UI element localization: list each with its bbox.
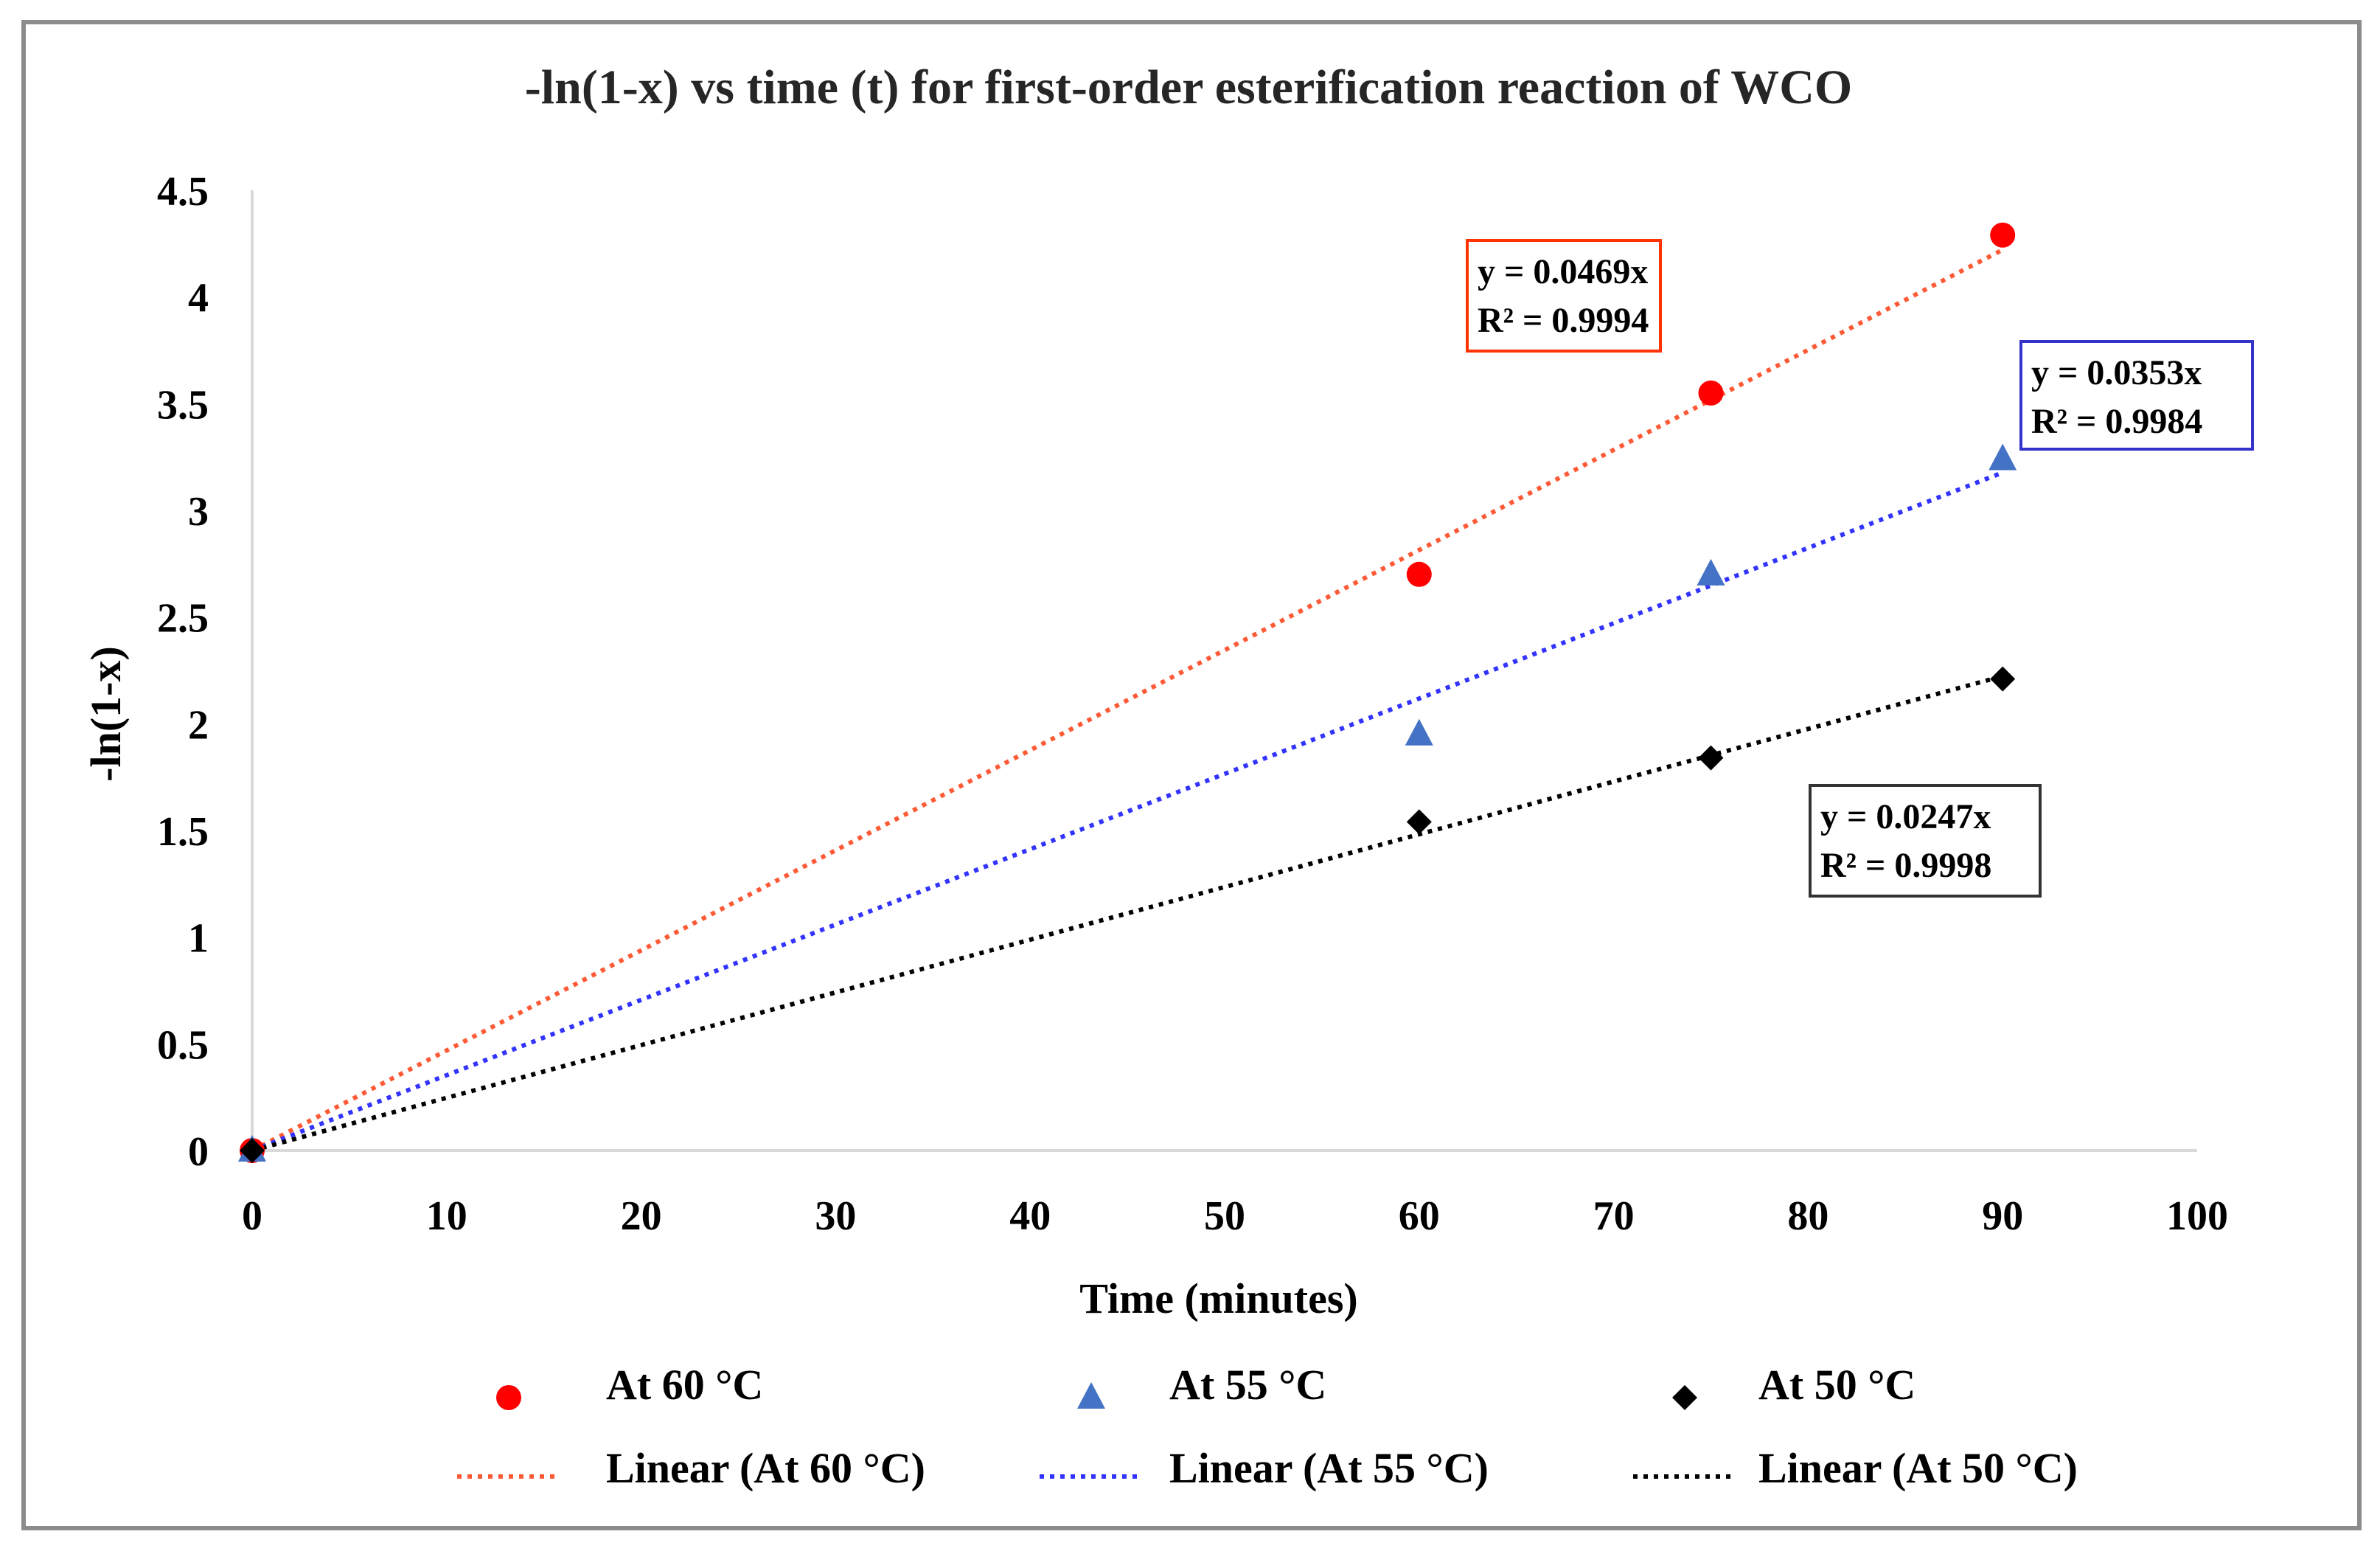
legend-trend-item-2: Linear (At 50 °C) <box>1633 1444 2078 1492</box>
trend-equation: y = 0.0353x <box>2031 353 2202 392</box>
data-point-s1-3 <box>1988 443 2017 471</box>
legend-trend-item-0: Linear (At 60 °C) <box>457 1444 925 1492</box>
y-tick-label: 4.5 <box>157 169 209 215</box>
legend-trend-label: Linear (At 60 °C) <box>606 1444 925 1492</box>
equation-box-1: y = 0.0353x R² = 0.9984 <box>2019 340 2254 451</box>
equation-box-frame <box>1466 239 1662 353</box>
trend-equation: y = 0.0247x <box>1820 797 1991 836</box>
equation-box-2: y = 0.0247x R² = 0.9998 <box>1809 784 2042 898</box>
legend-trend-label: Linear (At 50 °C) <box>1758 1444 2078 1492</box>
data-point-s1-2 <box>1697 558 1725 586</box>
data-point-s2-3 <box>1990 666 2016 692</box>
legend-label: At 55 °C <box>1169 1361 1326 1409</box>
y-tick-label: 3.5 <box>157 382 209 428</box>
equation-box-frame <box>2019 340 2254 451</box>
plot-axes: 0 10 20 30 40 50 60 70 80 90 100 0 0.5 1 1.5 2 2.5 3 3.5 4 4… <box>157 169 2228 1239</box>
y-tick-label: 1.5 <box>157 809 209 855</box>
y-tick-label: 2 <box>188 702 209 748</box>
legend-marker-0 <box>496 1385 521 1410</box>
x-tick-label: 20 <box>621 1193 662 1239</box>
trend-r-squared: R² = 0.9994 <box>1478 301 1649 340</box>
data-point-s2-2 <box>1698 745 1724 771</box>
data-point-s0-2 <box>1698 380 1724 406</box>
trend-r-squared: R² = 0.9998 <box>1820 846 1991 885</box>
data-point-s0-3 <box>1990 222 2016 248</box>
legend-trend-item-1: Linear (At 55 °C) <box>1040 1444 1489 1492</box>
x-tick-label: 60 <box>1399 1193 1440 1239</box>
trendline-0 <box>251 248 2004 1153</box>
trend-equation: y = 0.0469x <box>1478 252 1648 291</box>
x-tick-label: 100 <box>2166 1193 2228 1239</box>
trendline-1 <box>251 470 2004 1153</box>
legend-marker-2 <box>1672 1385 1697 1410</box>
y-tick-label: 2.5 <box>157 596 209 642</box>
equation-boxes: y = 0.0469x R² = 0.9994 y = 0.0353x R² = 0.… <box>1466 239 2254 898</box>
data-point-s0-1 <box>1406 561 1432 587</box>
legend-marker-1 <box>1077 1382 1105 1409</box>
data-point-s2-1 <box>1406 809 1432 835</box>
x-tick-label: 90 <box>1982 1193 2023 1239</box>
x-tick-label: 40 <box>1009 1193 1051 1239</box>
x-tick-label: 80 <box>1787 1193 1829 1239</box>
x-tick-label: 30 <box>815 1193 856 1239</box>
legend-item-1: At 55 °C <box>1077 1361 1326 1409</box>
data-point-s1-1 <box>1405 718 1433 746</box>
chart-frame <box>21 20 2362 1530</box>
legend-trend-label: Linear (At 55 °C) <box>1169 1444 1489 1492</box>
legend-item-2: At 50 °C <box>1672 1361 1916 1410</box>
legend-label: At 60 °C <box>606 1361 763 1409</box>
x-tick-label: 70 <box>1593 1193 1635 1239</box>
y-tick-label: 3 <box>188 489 209 535</box>
y-tick-label: 4 <box>188 276 209 322</box>
y-axis-label: -ln(1-x) <box>82 646 130 782</box>
y-tick-label: 1 <box>188 916 209 962</box>
x-tick-label: 10 <box>426 1193 467 1239</box>
legend: At 60 °C Linear (At 60 °C) At 55 °C Linear … <box>457 1361 2078 1492</box>
data-point-s2-0 <box>240 1138 265 1163</box>
equation-box-0: y = 0.0469x R² = 0.9994 <box>1466 239 1662 353</box>
legend-item-0: At 60 °C <box>496 1361 763 1410</box>
chart-title: -ln(1-x) vs time (t) for first-order est… <box>525 60 1852 114</box>
y-tick-label: 0.5 <box>157 1022 209 1068</box>
trend-r-squared: R² = 0.9984 <box>2031 402 2202 441</box>
y-tick-label: 0 <box>188 1129 209 1175</box>
x-axis-label: Time (minutes) <box>1079 1274 1358 1322</box>
equation-box-frame <box>1809 784 2042 898</box>
data-points <box>238 222 2017 1163</box>
x-tick-label: 50 <box>1204 1193 1245 1239</box>
legend-label: At 50 °C <box>1758 1361 1916 1409</box>
x-tick-label: 0 <box>242 1193 262 1239</box>
